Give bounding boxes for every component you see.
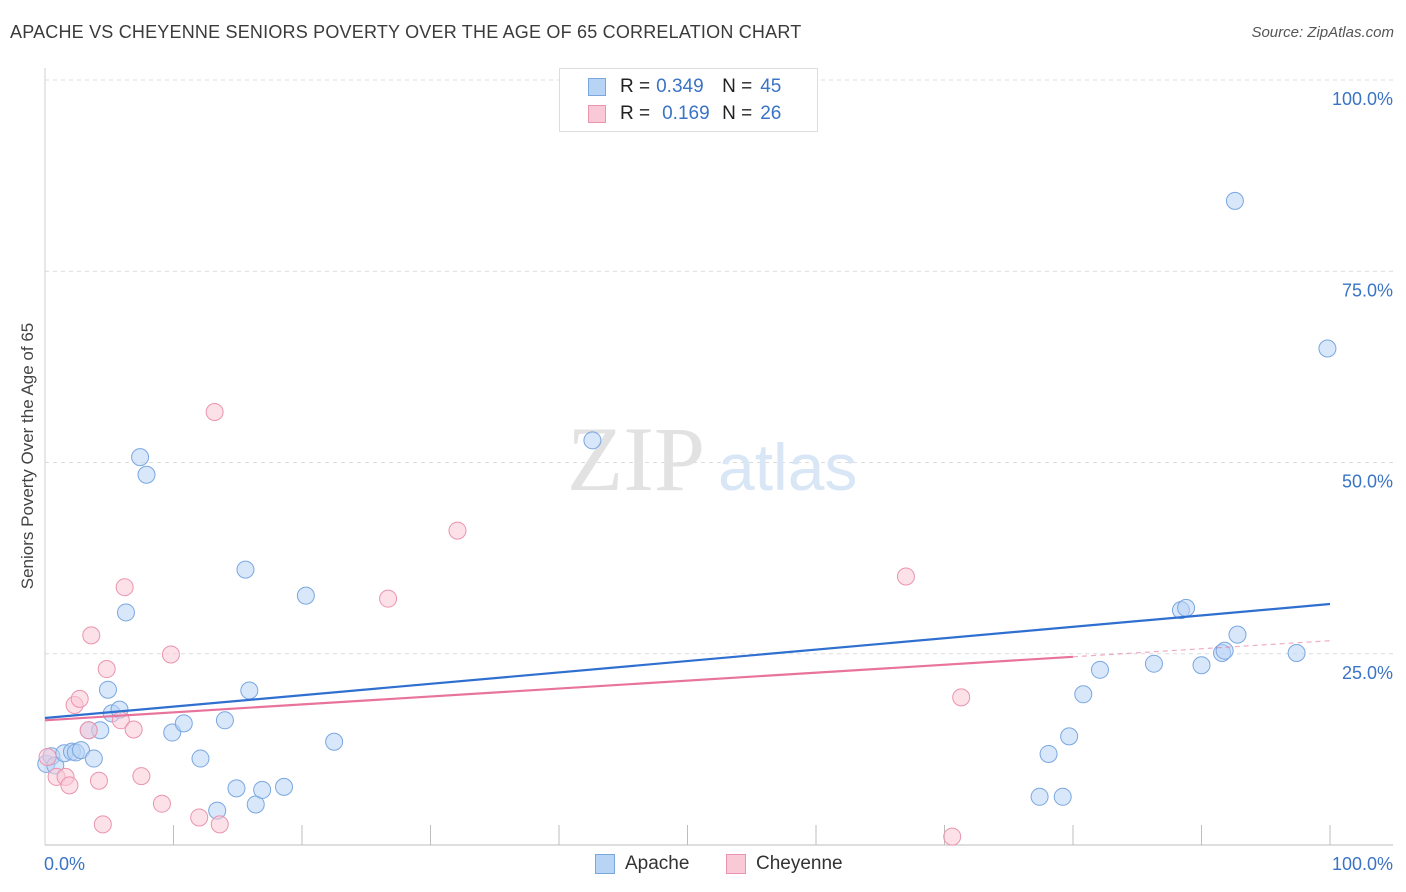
cheyenne-point	[89, 771, 108, 790]
bottom-legend-cheyenne: Cheyenne	[726, 852, 843, 876]
apache-point	[71, 741, 90, 760]
y-axis-label: Seniors Poverty Over the Age of 65	[18, 322, 37, 590]
legend-r-value: 0.169	[662, 103, 710, 124]
cheyenne-point	[60, 776, 79, 795]
bottom-legend-swatch-cheyenne	[726, 854, 746, 874]
apache-point	[1053, 787, 1072, 806]
legend-n-label: N =	[722, 76, 753, 97]
cheyenne-point	[70, 689, 89, 708]
legend-swatch-apache	[588, 78, 606, 96]
legend-row-cheyenne: R = 0.169 N = 26	[588, 102, 781, 126]
legend-n-value: 26	[760, 103, 782, 124]
cheyenne-point	[93, 815, 112, 834]
apache-point	[253, 780, 272, 799]
apache-point	[174, 714, 193, 733]
trend-lines	[44, 602, 1331, 722]
apache-point	[296, 586, 315, 605]
chart-title: APACHE VS CHEYENNE SENIORS POVERTY OVER …	[10, 22, 802, 42]
cheyenne-point	[210, 815, 229, 834]
apache-point	[1060, 727, 1079, 746]
cheyenne-trend-line	[44, 655, 1074, 722]
tick-labels: 25.0% 50.0% 75.0% 100.0% 0.0% 100.0%	[44, 89, 1393, 874]
x-tick-label: 100.0%	[1332, 854, 1393, 874]
legend-n-label: N =	[722, 103, 753, 124]
cheyenne-point	[448, 521, 467, 540]
bottom-legend-label-cheyenne: Cheyenne	[756, 853, 843, 874]
cheyenne-point	[161, 645, 180, 664]
bottom-legend-apache: Apache	[595, 852, 689, 876]
cheyenne-point	[190, 808, 209, 827]
x-tick-label: 0.0%	[44, 854, 85, 874]
cheyenne-point	[943, 827, 962, 846]
cheyenne-point	[38, 748, 57, 767]
apache-point	[236, 560, 255, 579]
cheyenne-point	[205, 403, 224, 422]
y-tick-label: 100.0%	[1332, 89, 1393, 109]
apache-point	[1228, 625, 1247, 644]
apache-point	[1074, 685, 1093, 704]
apache-point	[84, 749, 103, 768]
cheyenne-point	[124, 720, 143, 739]
cheyenne-point	[82, 626, 101, 645]
legend-swatch-cheyenne	[588, 105, 606, 123]
apache-point	[191, 749, 210, 768]
cheyenne-point	[97, 660, 116, 679]
apache-point	[275, 777, 294, 796]
apache-point	[1144, 654, 1163, 673]
legend: R = 0.349 N = 45 R = 0.169 N = 26	[559, 68, 818, 132]
watermark-atlas: atlas	[718, 430, 857, 504]
legend-r-label: R =	[620, 76, 651, 97]
apache-point	[583, 431, 602, 450]
apache-point	[116, 603, 135, 622]
cheyenne-point	[379, 589, 398, 608]
legend-n-value: 45	[760, 76, 782, 97]
watermark: ZIP atlas	[567, 408, 857, 510]
apache-point	[1215, 641, 1234, 660]
cheyenne-point	[132, 767, 151, 786]
watermark-zip: ZIP	[567, 408, 705, 510]
legend-r-label: R =	[620, 103, 651, 124]
bottom-legend-label-apache: Apache	[625, 853, 690, 874]
apache-point	[1318, 339, 1337, 358]
y-tick-label: 50.0%	[1342, 472, 1393, 492]
apache-point	[131, 448, 150, 467]
apache-point	[240, 681, 259, 700]
apache-point	[1090, 660, 1109, 679]
data-points	[37, 191, 1337, 846]
cheyenne-point	[79, 721, 98, 740]
bottom-legend-swatch-apache	[595, 854, 615, 874]
apache-point	[137, 465, 156, 484]
apache-point	[1030, 787, 1049, 806]
apache-point	[1039, 744, 1058, 763]
apache-point	[1225, 191, 1244, 210]
apache-point	[1192, 656, 1211, 675]
cheyenne-trend-line-extension	[1072, 640, 1331, 658]
apache-point	[1287, 643, 1306, 662]
y-tick-label: 75.0%	[1342, 280, 1393, 300]
apache-point	[215, 711, 234, 730]
axes	[44, 68, 1393, 846]
cheyenne-point	[152, 794, 171, 813]
source-label: Source: ZipAtlas.com	[1251, 24, 1394, 41]
apache-point	[98, 680, 117, 699]
apache-point	[325, 732, 344, 751]
legend-r-value: 0.349	[656, 76, 704, 97]
legend-row-apache: R = 0.349 N = 45	[588, 75, 781, 99]
cheyenne-point	[952, 688, 971, 707]
apache-point	[227, 779, 246, 798]
cheyenne-point	[896, 567, 915, 586]
apache-trend-line	[44, 602, 1331, 720]
apache-point	[1177, 598, 1196, 617]
grid-lines	[45, 79, 1393, 655]
cheyenne-point	[115, 578, 134, 597]
y-tick-label: 25.0%	[1342, 663, 1393, 683]
